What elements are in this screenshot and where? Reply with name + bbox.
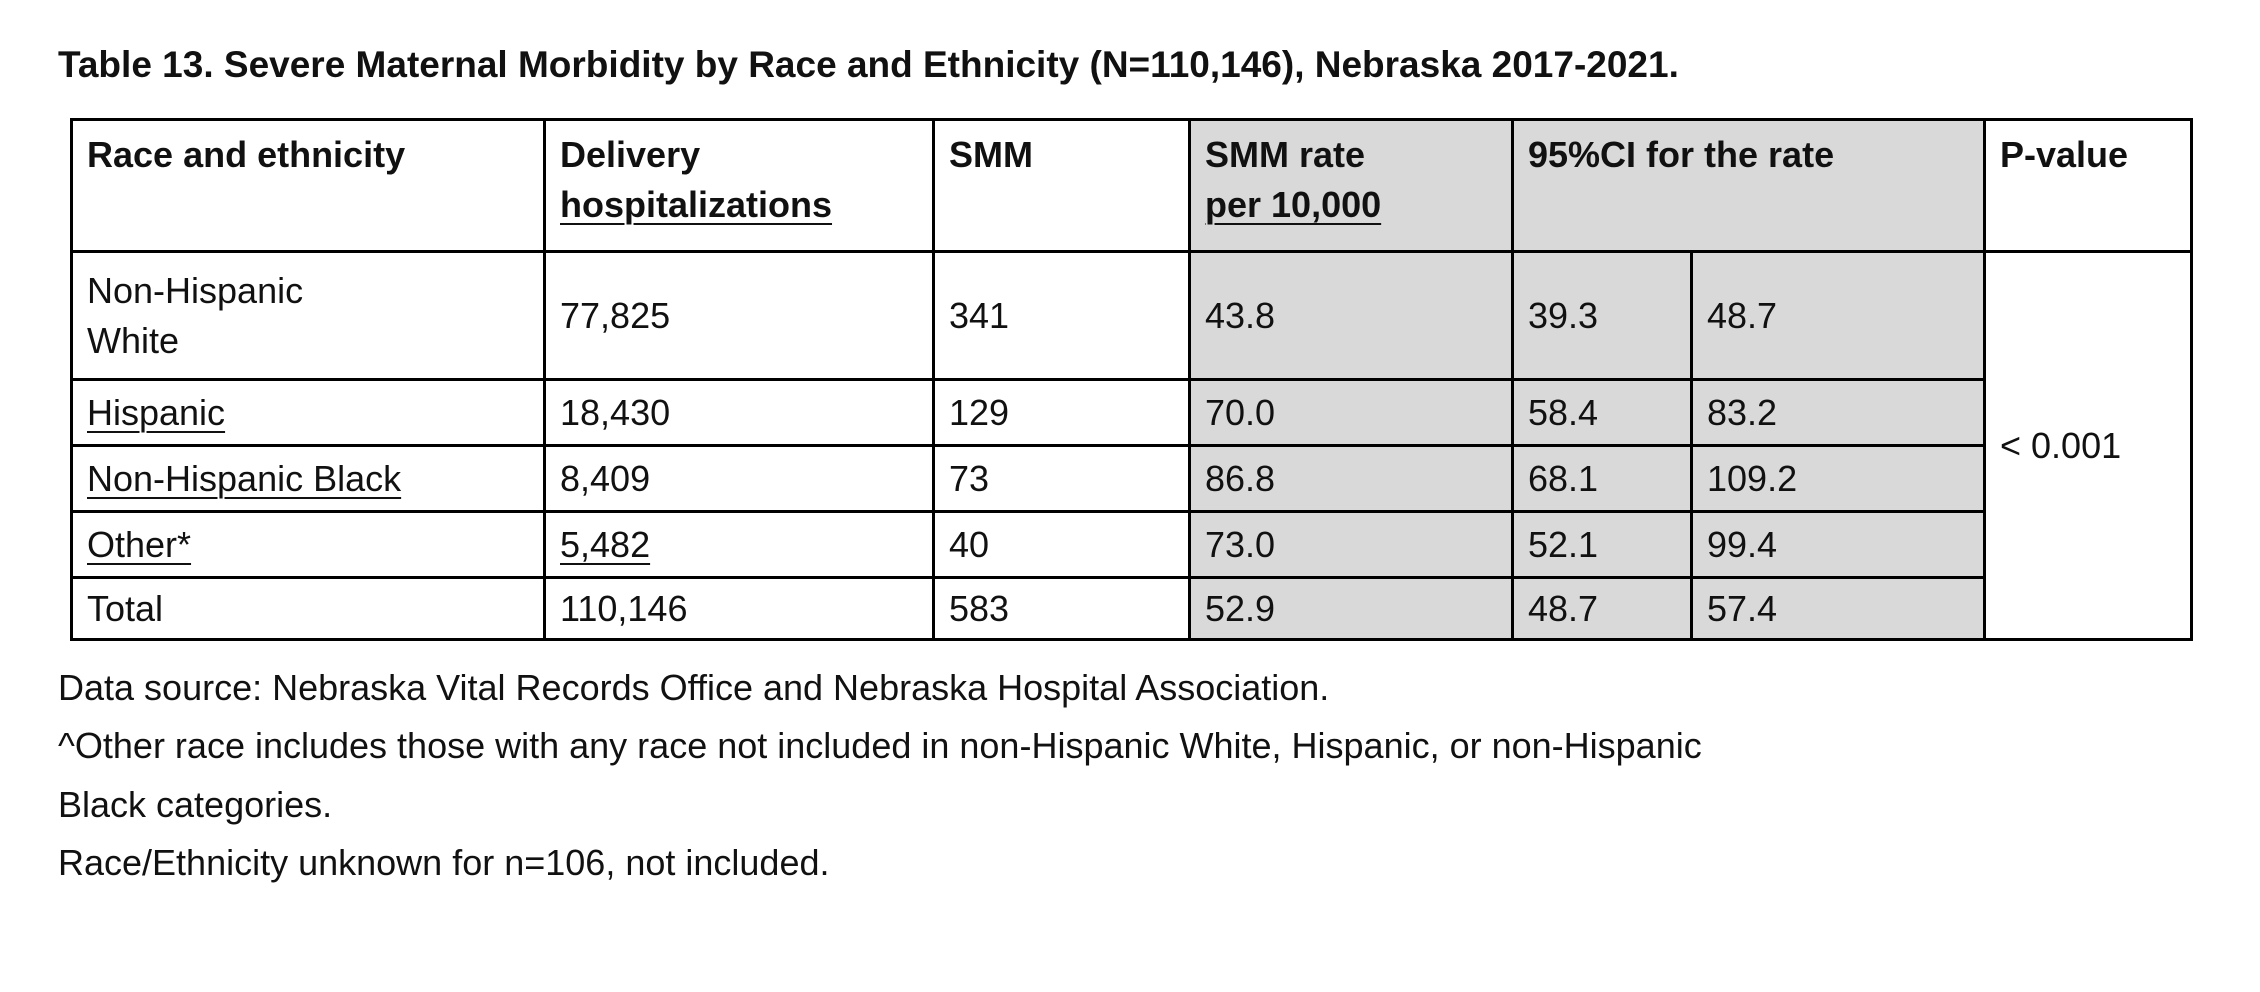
cell-ci-high: 83.2 <box>1690 378 1986 447</box>
cell-delivery: 77,825 <box>543 250 935 381</box>
cell-smm: 583 <box>932 576 1191 641</box>
cell-ci-high: 99.4 <box>1690 510 1986 579</box>
cell-smm: 129 <box>932 378 1191 447</box>
cell-ci-high: 57.4 <box>1690 576 1986 641</box>
table-header-row: Race and ethnicity Delivery hospitalizat… <box>70 118 2193 253</box>
cell-race: Other* <box>70 510 546 579</box>
cell-delivery: 18,430 <box>543 378 935 447</box>
cell-delivery: 110,146 <box>543 576 935 641</box>
cell-pvalue: < 0.001 <box>1983 250 2193 641</box>
cell-ci-low: 48.7 <box>1511 576 1693 641</box>
header-smm: SMM <box>932 118 1191 253</box>
cell-rate: 86.8 <box>1188 444 1514 513</box>
header-delivery-hospitalizations: Delivery hospitalizations <box>543 118 935 253</box>
header-smm-rate: SMM rate per 10,000 <box>1188 118 1514 253</box>
cell-ci-low: 68.1 <box>1511 444 1693 513</box>
cell-rate: 43.8 <box>1188 250 1514 381</box>
header-delivery-line2: hospitalizations <box>560 183 833 225</box>
header-race-label: Race and ethnicity <box>87 134 406 175</box>
cell-ci-low: 52.1 <box>1511 510 1693 579</box>
table-row: Other* 5,482 40 73.0 52.1 99.4 <box>70 510 2192 579</box>
cell-delivery: 8,409 <box>543 444 935 513</box>
footnote-data-source: Data source: Nebraska Vital Records Offi… <box>58 667 1330 708</box>
table-row-total: Total 110,146 583 52.9 48.7 57.4 <box>70 576 2192 641</box>
cell-delivery: 5,482 <box>543 510 935 579</box>
cell-smm: 73 <box>932 444 1191 513</box>
cell-ci-high: 109.2 <box>1690 444 1986 513</box>
cell-race: Non-Hispanic Black <box>70 444 546 513</box>
header-pvalue: P-value <box>1983 118 2193 253</box>
footnote-other-race: ^Other race includes those with any race… <box>58 725 1702 825</box>
cell-race: Non-Hispanic White <box>70 250 546 381</box>
cell-ci-low: 58.4 <box>1511 378 1693 447</box>
table-caption: Table 13. Severe Maternal Morbidity by R… <box>58 44 1679 85</box>
header-rate-line2: per 10,000 <box>1205 183 1382 225</box>
footnote-unknown-race: Race/Ethnicity unknown for n=106, not in… <box>58 841 830 883</box>
smm-table: Race and ethnicity Delivery hospitalizat… <box>70 118 2193 641</box>
cell-race: Hispanic <box>70 378 546 447</box>
table-footnotes: Data source: Nebraska Vital Records Offi… <box>58 659 2204 892</box>
cell-rate: 70.0 <box>1188 378 1514 447</box>
cell-rate: 73.0 <box>1188 510 1514 579</box>
header-pvalue-label: P-value <box>2000 134 2129 175</box>
cell-smm: 341 <box>932 250 1191 381</box>
header-race-ethnicity: Race and ethnicity <box>70 118 546 253</box>
header-ci: 95%CI for the rate <box>1511 118 1986 253</box>
table-row: Non-Hispanic Black 8,409 73 86.8 68.1 10… <box>70 444 2192 513</box>
header-ci-label: 95%CI for the rate <box>1528 134 1835 175</box>
header-rate-line1: SMM rate <box>1205 134 1366 175</box>
header-smm-label: SMM <box>949 134 1033 175</box>
cell-ci-low: 39.3 <box>1511 250 1693 381</box>
header-delivery-line1: Delivery <box>560 134 701 175</box>
table-row: Hispanic 18,430 129 70.0 58.4 83.2 <box>70 378 2192 447</box>
cell-race: Total <box>70 576 546 641</box>
cell-smm: 40 <box>932 510 1191 579</box>
table-row: Non-Hispanic White 77,825 341 43.8 39.3 … <box>70 250 2193 641</box>
cell-ci-high: 48.7 <box>1690 250 1986 381</box>
cell-rate: 52.9 <box>1188 576 1514 641</box>
